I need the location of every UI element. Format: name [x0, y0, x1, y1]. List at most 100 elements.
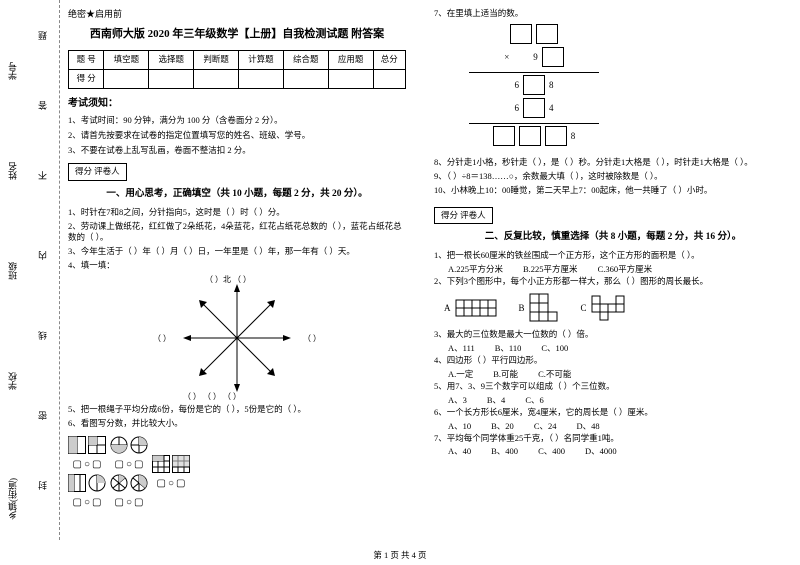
q1: 1、时针在7和8之间，分针指向5，这时是（ ）时（ ）分。: [68, 207, 406, 219]
s2q5: 5、用7、3、9三个数字可以组成（ ）个三位数。: [434, 381, 792, 393]
s2q6a: A、10: [448, 421, 471, 433]
margin-name: 姓名: [6, 162, 19, 180]
mult-cell[interactable]: [519, 126, 541, 146]
s2q5a: A、3: [448, 395, 467, 407]
section-2-title: 二、反复比较，慎重选择（共 8 小题，每题 2 分，共 16 分）。: [434, 231, 792, 244]
seal-bu: 不: [36, 171, 49, 180]
score-r: 得 分: [69, 69, 104, 88]
secret-label: 绝密★启用前: [68, 8, 406, 21]
margin-school: 学校: [6, 372, 19, 390]
mult-cell[interactable]: [536, 24, 558, 44]
s2q3c: C、100: [541, 343, 568, 355]
frac-group-1: ▢○▢ ▢○▢: [68, 436, 106, 510]
mult-6b: 6: [515, 102, 520, 115]
exam-title: 西南师大版 2020 年三年级数学【上册】自我检测试题 附答案: [68, 27, 406, 42]
right-column: 7、在里填上适当的数。 ×9 68 64 8 8、分针走1小格，秒针走（ ），是…: [420, 0, 800, 540]
s2q4c: C.不可能: [538, 369, 571, 381]
mult-cell[interactable]: [493, 126, 515, 146]
left-column: 绝密★启用前 西南师大版 2020 年三年级数学【上册】自我检测试题 附答案 题…: [60, 0, 420, 540]
s2q1a: A.225平方分米: [448, 264, 503, 276]
score-h8: 总分: [373, 50, 405, 69]
s2q6b: B、20: [491, 421, 514, 433]
mult-cell[interactable]: [510, 24, 532, 44]
score-cell[interactable]: [149, 69, 194, 88]
s2q4: 4、四边形（ ）平行四边形。: [434, 355, 792, 367]
margin-id: 学号: [6, 62, 19, 80]
score-h7: 应用题: [328, 50, 373, 69]
q8: 8、分针走1小格，秒针走（ ），是（ ）秒。分针走1大格是（ ），时针走1大格是…: [434, 157, 792, 169]
s2q2a: A: [444, 302, 451, 315]
q3: 3、今年生活于（ ）年（ ）月（ ）日，一年里是（ ）年，那一年有（ ）天。: [68, 246, 406, 258]
compass-s: （ ） （ ） （ ）: [183, 391, 241, 402]
multiplication-box: ×9 68 64 8: [464, 24, 604, 149]
page-footer: 第 1 页 共 4 页: [0, 549, 800, 561]
q10: 10、小林晚上10：00睡觉，第二天早上7：00起床，他一共睡了（ ）小时。: [434, 185, 792, 197]
scorer-box-1: 得分 评卷人: [68, 163, 127, 181]
s2q7: 7、平均每个同学体重25千克，（ ）名同学重1吨。: [434, 433, 792, 445]
seal-xian: 线: [36, 331, 49, 340]
compass-diagram: （ ）北 （ ） （ ） （ ） （ ） （ ） （ ）: [177, 278, 297, 398]
s2q4a: A.一定: [448, 369, 473, 381]
shape-choices: A B C: [444, 293, 782, 323]
q5: 5、把一根绳子平均分成6份，每份是它的（ ），5份是它的（ ）。: [68, 404, 406, 416]
fraction-row: ▢○▢ ▢○▢ ▢○▢ ▢○▢: [68, 436, 406, 510]
mult-4: 4: [549, 102, 554, 115]
score-h4: 判断题: [194, 50, 239, 69]
notice-2: 2、请首先按要求在试卷的指定位置填写您的姓名、班级、学号。: [68, 130, 406, 142]
s2q2c: C: [581, 302, 587, 315]
score-cell[interactable]: [104, 69, 149, 88]
compass-e: （ ）: [303, 333, 321, 344]
s2q7b: B、400: [491, 446, 518, 458]
seal-da: 答: [36, 101, 49, 110]
score-cell[interactable]: [328, 69, 373, 88]
q7: 7、在里填上适当的数。: [434, 8, 792, 20]
compass-w: （ ）: [153, 333, 171, 344]
mult-cell[interactable]: [542, 47, 564, 67]
s2q4b: B.可能: [493, 369, 518, 381]
margin-class: 班级: [6, 262, 19, 280]
score-table: 题 号 填空题 选择题 判断题 计算题 综合题 应用题 总分 得 分: [68, 50, 406, 89]
s2q7d: D、4000: [585, 446, 617, 458]
mult-cell[interactable]: [523, 75, 545, 95]
q6: 6、看图写分数，并比较大小。: [68, 418, 406, 430]
s2q3b: B、110: [495, 343, 522, 355]
seal-ti: 题: [36, 31, 49, 40]
frac-group-2: ▢○▢ ▢○▢: [110, 436, 148, 510]
notice-3: 3、不要在试卷上乱写乱画，卷面不整洁扣 2 分。: [68, 145, 406, 157]
s2q6d: D、48: [576, 421, 599, 433]
s2q1: 1、把一根长60厘米的铁丝围成一个正方形，这个正方形的面积是（ ）。: [434, 250, 792, 262]
score-cell[interactable]: [239, 69, 284, 88]
s2q3: 3、最大的三位数是最大一位数的（ ）倍。: [434, 329, 792, 341]
score-h2: 填空题: [104, 50, 149, 69]
s2q1c: C.360平方厘米: [598, 264, 653, 276]
mult-cell[interactable]: [523, 98, 545, 118]
binding-margin: 乡镇(街道) 学校 班级 姓名 学号 封 密 线 内 不 答 题: [0, 0, 60, 540]
score-h5: 计算题: [239, 50, 284, 69]
mult-line: [469, 123, 599, 124]
score-cell[interactable]: [194, 69, 239, 88]
frac-group-3: ▢○▢: [152, 455, 190, 491]
score-h3: 选择题: [149, 50, 194, 69]
score-h6: 综合题: [283, 50, 328, 69]
scorer-box-2: 得分 评卷人: [434, 207, 493, 225]
page-container: 乡镇(街道) 学校 班级 姓名 学号 封 密 线 内 不 答 题 绝密★启用前 …: [0, 0, 800, 540]
mult-sign: ×: [504, 51, 509, 64]
mult-6: 6: [515, 79, 520, 92]
section-1-title: 一、用心思考，正确填空（共 10 小题，每题 2 分，共 20 分）。: [68, 188, 406, 201]
s2q2b: B: [519, 302, 525, 315]
q4: 4、填一填：: [68, 260, 406, 272]
mult-9: 9: [533, 51, 538, 64]
compass-n: （ ）北 （ ）: [205, 274, 251, 285]
s2q7c: C、400: [538, 446, 565, 458]
seal-feng: 封: [36, 481, 49, 490]
s2q5c: C、6: [525, 395, 543, 407]
score-cell[interactable]: [373, 69, 405, 88]
s2q5b: B、4: [487, 395, 505, 407]
seal-nei: 内: [36, 251, 49, 260]
mult-8a: 8: [549, 79, 554, 92]
s2q6: 6、一个长方形长6厘米，宽4厘米，它的周长是（ ）厘米。: [434, 407, 792, 419]
notice-1: 1、考试时间：90 分钟，满分为 100 分（含卷面分 2 分）。: [68, 115, 406, 127]
mult-cell[interactable]: [545, 126, 567, 146]
score-cell[interactable]: [283, 69, 328, 88]
seal-mi: 密: [36, 411, 49, 420]
